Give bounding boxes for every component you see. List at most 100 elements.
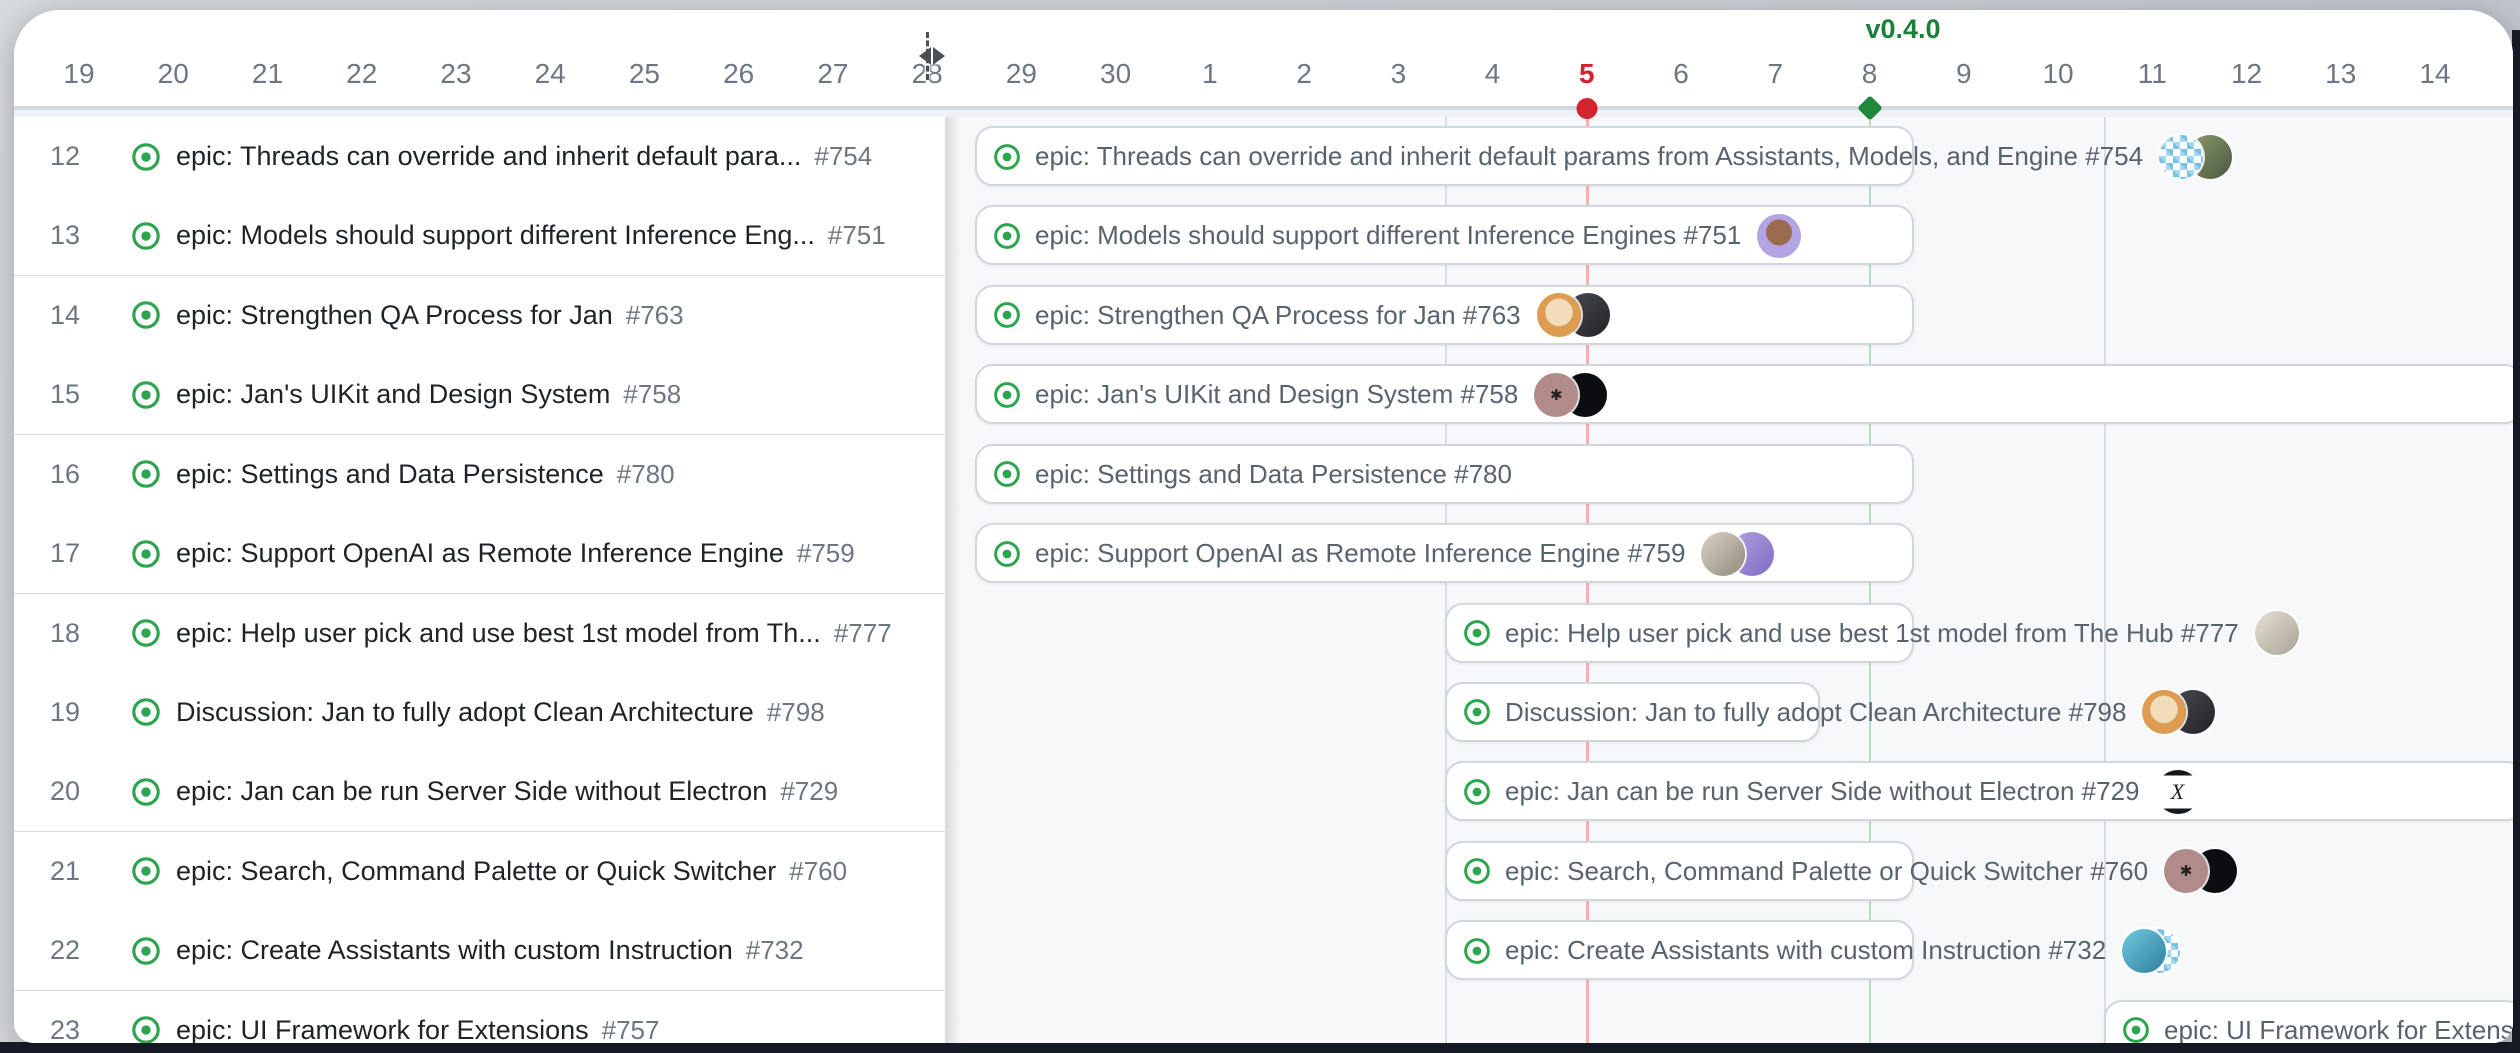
assignee-avatar[interactable]	[2159, 134, 2204, 179]
assignee-avatar[interactable]: ✱	[2164, 849, 2209, 894]
table-row[interactable]: 14 epic: Strengthen QA Process for Jan #76…	[14, 275, 945, 357]
timeline-bar-title[interactable]: epic: Help user pick and use best 1st mo…	[1505, 617, 2239, 648]
desktop-backdrop-dark-right	[2512, 30, 2520, 1053]
issue-title[interactable]: epic: Search, Command Palette or Quick S…	[176, 855, 777, 886]
table-row[interactable]: 17 epic: Support OpenAI as Remote Inferen…	[14, 514, 945, 596]
table-row[interactable]: 13 epic: Models should support different …	[14, 196, 945, 278]
issue-title[interactable]: epic: Jan's UIKit and Design System	[176, 379, 611, 410]
timeline-bar-content: epic: Support OpenAI as Remote Inference…	[993, 514, 1775, 593]
timeline-bar[interactable]	[1445, 761, 2513, 822]
issue-title[interactable]: epic: Create Assistants with custom Inst…	[176, 935, 733, 966]
issue-title[interactable]: epic: Jan can be run Server Side without…	[176, 776, 768, 807]
open-issue-icon	[132, 301, 160, 330]
table-row[interactable]: 16 epic: Settings and Data Persistence #78…	[14, 434, 945, 516]
timeline-bar[interactable]	[1445, 920, 1914, 981]
timeline-bar-content: epic: Jan's UIKit and Design System #758…	[993, 355, 1608, 434]
day-label: 30	[1100, 58, 1132, 89]
table-row[interactable]: 18 epic: Help user pick and use best 1st …	[14, 593, 945, 675]
row-number: 18	[50, 617, 81, 648]
open-issue-icon	[132, 936, 160, 965]
assignee-avatar[interactable]	[1701, 531, 1746, 576]
assignee-avatars: ✱	[2164, 849, 2238, 894]
issue-number: #758	[623, 379, 682, 410]
issue-number: #780	[616, 458, 675, 489]
timeline-bar-content: epic: Help user pick and use best 1st mo…	[1463, 594, 2299, 673]
open-issue-icon	[132, 142, 160, 171]
assignee-avatar[interactable]: ✱	[1534, 372, 1579, 417]
timeline-bar-title[interactable]: epic: Search, Command Palette or Quick S…	[1505, 855, 2149, 886]
timeline-bar[interactable]	[975, 205, 1914, 266]
table-row[interactable]: 12 epic: Threads can override and inherit…	[14, 117, 945, 198]
timeline-row: epic: Jan can be run Server Side without…	[945, 752, 2513, 831]
issue-title[interactable]: epic: Threads can override and inherit d…	[176, 141, 802, 171]
assignee-avatars	[1701, 531, 1775, 576]
day-label: 14	[2419, 58, 2451, 89]
date-header[interactable]: v0.4.0 19 20 21 22 23 24 25 26 27 28 29 30 1 2 3 4 5 6 7 8 9…	[14, 10, 2513, 110]
assignee-avatar[interactable]	[2122, 928, 2167, 973]
timeline-row: epic: Help user pick and use best 1st mo…	[945, 594, 2513, 673]
table-row[interactable]: 20 epic: Jan can be run Server Side witho…	[14, 752, 945, 834]
issue-number: #777	[833, 617, 892, 648]
issue-number: #729	[780, 776, 839, 807]
timeline-bar-title[interactable]: epic: Jan can be run Server Side without…	[1505, 776, 2140, 807]
assignee-avatar[interactable]	[1536, 293, 1581, 338]
issue-number: #763	[625, 299, 684, 330]
timeline-bar[interactable]	[1445, 681, 1820, 742]
issue-title[interactable]: epic: Strengthen QA Process for Jan	[176, 299, 613, 330]
timeline-bar-content: epic: Settings and Data Persistence #780	[993, 435, 1512, 514]
table-row[interactable]: 23 epic: UI Framework for Extensions #757	[14, 990, 945, 1043]
timeline-bar-title[interactable]: epic: Jan's UIKit and Design System #758	[1035, 379, 1519, 410]
timeline-bar[interactable]	[975, 126, 1914, 186]
timeline-bar-content: epic: Models should support different In…	[993, 196, 1802, 275]
table-row[interactable]: 21 epic: Search, Command Palette or Quick…	[14, 831, 945, 913]
row-number: 15	[50, 379, 81, 410]
milestone-label[interactable]: v0.4.0	[1865, 14, 1941, 44]
assignee-avatar[interactable]	[1757, 213, 1802, 258]
timeline-bar[interactable]	[1445, 602, 1914, 663]
table-row[interactable]: 15 epic: Jan's UIKit and Design System #75…	[14, 355, 945, 437]
issue-number: #732	[745, 935, 804, 966]
open-issue-icon	[132, 778, 160, 806]
issue-title[interactable]: epic: UI Framework for Extensions	[176, 1014, 589, 1043]
timeline-bar-title[interactable]: epic: Create Assistants with custom Inst…	[1505, 935, 2107, 966]
day-label: 4	[1484, 58, 1501, 89]
issue-table-pane[interactable]: 12 epic: Threads can override and inherit…	[14, 117, 945, 1043]
issue-title[interactable]: epic: Settings and Data Persistence	[176, 458, 604, 489]
day-label: 23	[440, 58, 472, 89]
table-row[interactable]: 19 Discussion: Jan to fully adopt Clean A…	[14, 672, 945, 754]
assignee-avatar[interactable]: X	[2155, 769, 2200, 814]
day-label: 19	[63, 58, 95, 89]
open-issue-icon	[132, 222, 160, 250]
assignee-avatars	[2142, 690, 2216, 735]
day-label: 29	[1005, 58, 1037, 89]
issue-title[interactable]: epic: Models should support different In…	[176, 220, 815, 251]
day-label: 9	[1956, 58, 1972, 89]
timeline-bar[interactable]	[975, 443, 1914, 504]
issue-title[interactable]: Discussion: Jan to fully adopt Clean Arc…	[176, 696, 754, 727]
open-issue-icon	[132, 857, 160, 886]
table-row[interactable]: 22 epic: Create Assistants with custom In…	[14, 911, 945, 993]
open-issue-icon	[994, 381, 1020, 408]
assignee-avatar[interactable]	[2254, 611, 2299, 656]
desktop-backdrop-dark-bottom	[0, 1042, 2520, 1053]
timeline-bar-title[interactable]: epic: Settings and Data Persistence #780	[1035, 458, 1512, 489]
open-issue-icon	[994, 143, 1020, 170]
issue-title[interactable]: epic: Support OpenAI as Remote Inference…	[176, 538, 784, 569]
issue-title[interactable]: epic: Help user pick and use best 1st mo…	[176, 617, 821, 648]
timeline-bar-title[interactable]: epic: Support OpenAI as Remote Inference…	[1035, 538, 1686, 569]
timeline-pane[interactable]: epic: Threads can override and inherit d…	[945, 117, 2513, 1043]
timeline-bar-title[interactable]: epic: UI Framework for Extensions #757	[2164, 1014, 2513, 1043]
timeline-bar-content: epic: Strengthen QA Process for Jan #763	[993, 276, 1610, 355]
timeline-bar[interactable]	[2104, 999, 2513, 1043]
timeline-bar[interactable]	[1445, 840, 1914, 901]
open-issue-icon	[132, 619, 160, 647]
issue-number: #757	[601, 1014, 660, 1043]
timeline-bar[interactable]	[975, 364, 2513, 425]
timeline-bar[interactable]	[975, 284, 1914, 345]
timeline-bar-title[interactable]: epic: Models should support different In…	[1035, 220, 1742, 251]
timeline-bar-title[interactable]: epic: Strengthen QA Process for Jan #763	[1035, 299, 1521, 330]
timeline-bar-title[interactable]: Discussion: Jan to fully adopt Clean Arc…	[1505, 696, 2127, 727]
open-issue-icon	[132, 460, 160, 488]
assignee-avatar[interactable]	[2142, 690, 2187, 735]
timeline-bar-title[interactable]: epic: Threads can override and inherit d…	[1035, 141, 2144, 171]
